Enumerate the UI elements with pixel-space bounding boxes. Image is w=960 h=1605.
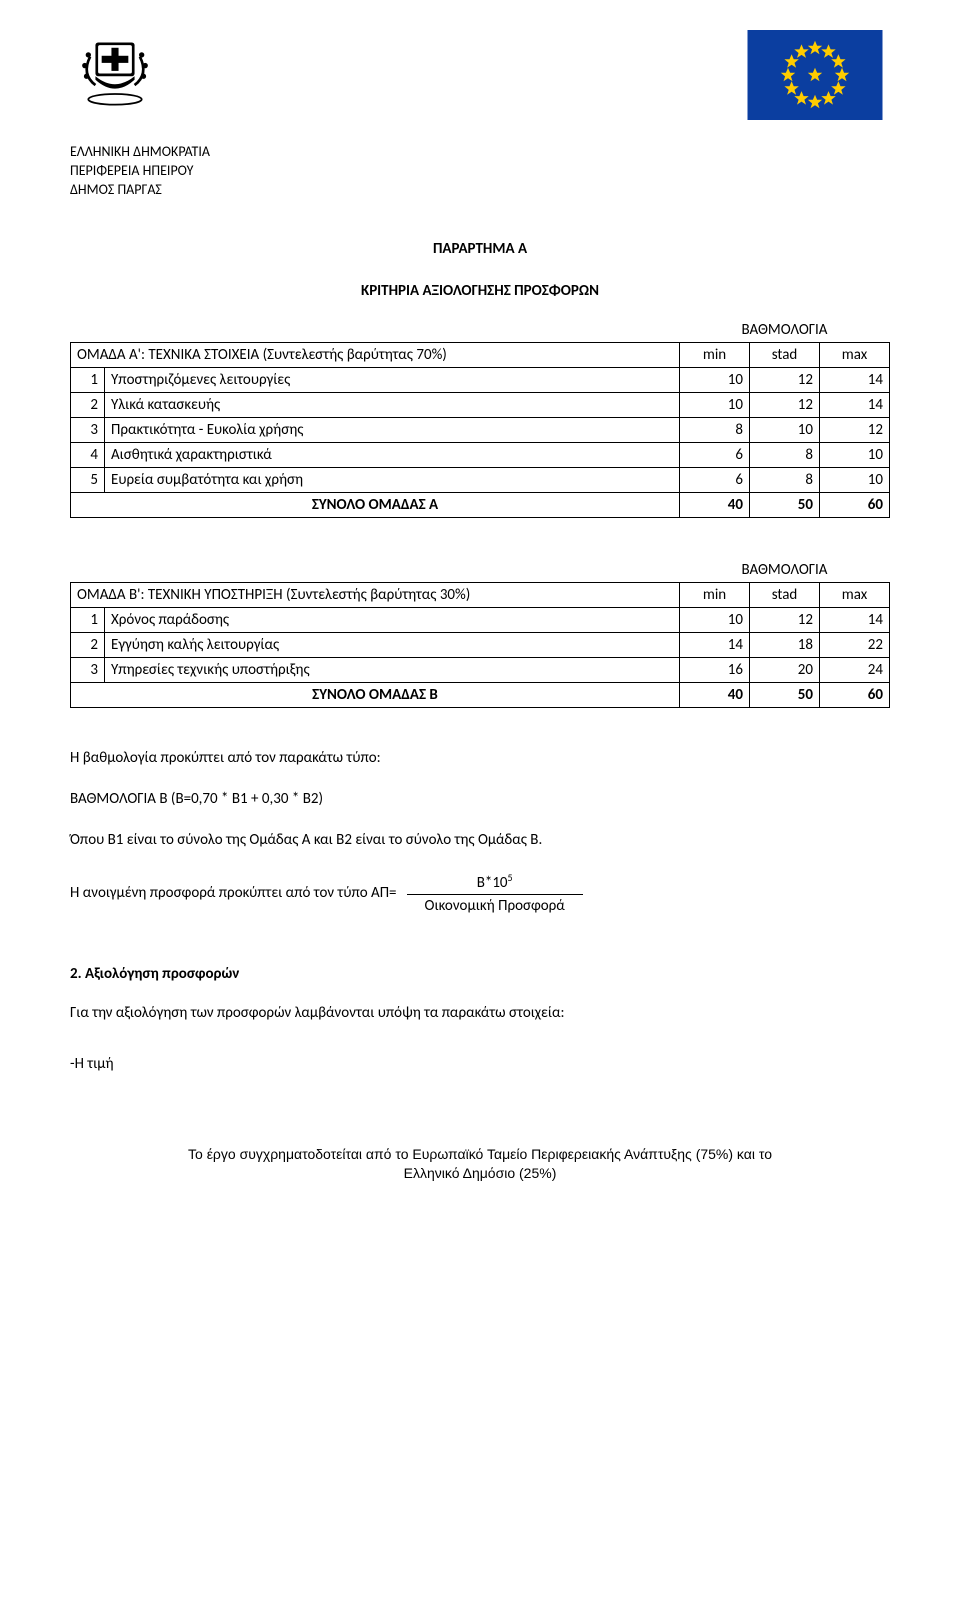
paragraph: Για την αξιολόγηση των προσφορών λαμβάνο…: [70, 1003, 890, 1024]
col-stad: stad: [750, 342, 820, 367]
table-row: 5 Ευρεία συμβατότητα και χρήση 6 8 10: [71, 467, 890, 492]
score-title: ΒΑΘΜΟΛΟΓΙΑ: [680, 558, 890, 583]
greek-emblem: [70, 30, 160, 115]
group-b-label: ΟΜΑΔΑ Β': ΤΕΧΝΙΚΗ ΥΠΟΣΤΗΡΙΞΗ (Συντελεστή…: [71, 582, 680, 607]
col-max: max: [820, 342, 890, 367]
formula-lead: Η ανοιγμένη προσφορά προκύπτει από τον τ…: [70, 884, 397, 902]
footer: Το έργο συγχρηματοδοτείται από το Ευρωπα…: [70, 1145, 890, 1184]
fraction-numerator: Β*105: [407, 871, 583, 894]
table-total-row: ΣΥΝΟΛΟ ΟΜΑΔΑΣ Α 40 50 60: [71, 492, 890, 517]
bullet: -Η τιμή: [70, 1054, 890, 1075]
table-row: 3 Υπηρεσίες τεχνικής υποστήριξης 16 20 2…: [71, 657, 890, 682]
table-row: 4 Αισθητικά χαρακτηριστικά 6 8 10: [71, 442, 890, 467]
header-logos: [70, 30, 890, 125]
org-line: ΔΗΜΟΣ ΠΑΡΓΑΣ: [70, 181, 890, 200]
col-max: max: [820, 582, 890, 607]
paragraph: Η βαθμολογία προκύπτει από τον παρακάτω …: [70, 748, 890, 769]
criteria-title: ΚΡΙΤΗΡΙΑ ΑΞΙΟΛΟΓΗΣΗΣ ΠΡΟΣΦΟΡΩΝ: [70, 282, 890, 300]
group-a-label: ΟΜΑΔΑ Α': ΤΕΧΝΙΚΑ ΣΤΟΙΧΕΙΑ (Συντελεστής …: [71, 342, 680, 367]
table-row: 3 Πρακτικότητα - Ευκολία χρήσης 8 10 12: [71, 417, 890, 442]
org-block: ΕΛΛΗΝΙΚΗ ΔΗΜΟΚΡΑΤΙΑ ΠΕΡΙΦΕΡΕΙΑ ΗΠΕΙΡΟΥ Δ…: [70, 143, 890, 200]
table-row: 1 Υποστηριζόμενες λειτουργίες 10 12 14: [71, 367, 890, 392]
eu-flag: [740, 30, 890, 125]
paragraph: ΒΑΘΜΟΛΟΓΙΑ Β (Β=0,70 * Β1 + 0,30 * Β2): [70, 789, 890, 810]
footer-line: Το έργο συγχρηματοδοτείται από το Ευρωπα…: [70, 1145, 890, 1165]
score-title: ΒΑΘΜΟΛΟΓΙΑ: [680, 318, 890, 343]
table-group-a: ΒΑΘΜΟΛΟΓΙΑ ΟΜΑΔΑ Α': ΤΕΧΝΙΚΑ ΣΤΟΙΧΕΙΑ (Σ…: [70, 318, 890, 518]
col-stad: stad: [750, 582, 820, 607]
table-row: 2 Υλικά κατασκευής 10 12 14: [71, 392, 890, 417]
footer-line: Ελληνικό Δημόσιο (25%): [70, 1164, 890, 1184]
col-min: min: [680, 582, 750, 607]
fraction: Β*105 Οικονομική Προσφορά: [407, 871, 583, 915]
org-line: ΕΛΛΗΝΙΚΗ ΔΗΜΟΚΡΑΤΙΑ: [70, 143, 890, 162]
formula: Η ανοιγμένη προσφορά προκύπτει από τον τ…: [70, 871, 890, 915]
table-group-b: ΒΑΘΜΟΛΟΓΙΑ ΟΜΑΔΑ Β': ΤΕΧΝΙΚΗ ΥΠΟΣΤΗΡΙΞΗ …: [70, 558, 890, 708]
eu-flag-icon: [740, 30, 890, 120]
org-line: ΠΕΡΙΦΕΡΕΙΑ ΗΠΕΙΡΟΥ: [70, 162, 890, 181]
fraction-denominator: Οικονομική Προσφορά: [407, 894, 583, 915]
coat-of-arms-icon: [70, 30, 160, 110]
table-row: 1 Χρόνος παράδοσης 10 12 14: [71, 607, 890, 632]
table-row: 2 Εγγύηση καλής λειτουργίας 14 18 22: [71, 632, 890, 657]
table-total-row: ΣΥΝΟΛΟ ΟΜΑΔΑΣ Β 40 50 60: [71, 682, 890, 707]
paragraph: Όπου Β1 είναι το σύνολο της Ομάδας Α και…: [70, 830, 890, 851]
col-min: min: [680, 342, 750, 367]
annex-title: ΠΑΡΑΡΤΗΜΑ Α: [70, 240, 890, 258]
section-heading: 2. Αξιολόγηση προσφορών: [70, 965, 890, 983]
